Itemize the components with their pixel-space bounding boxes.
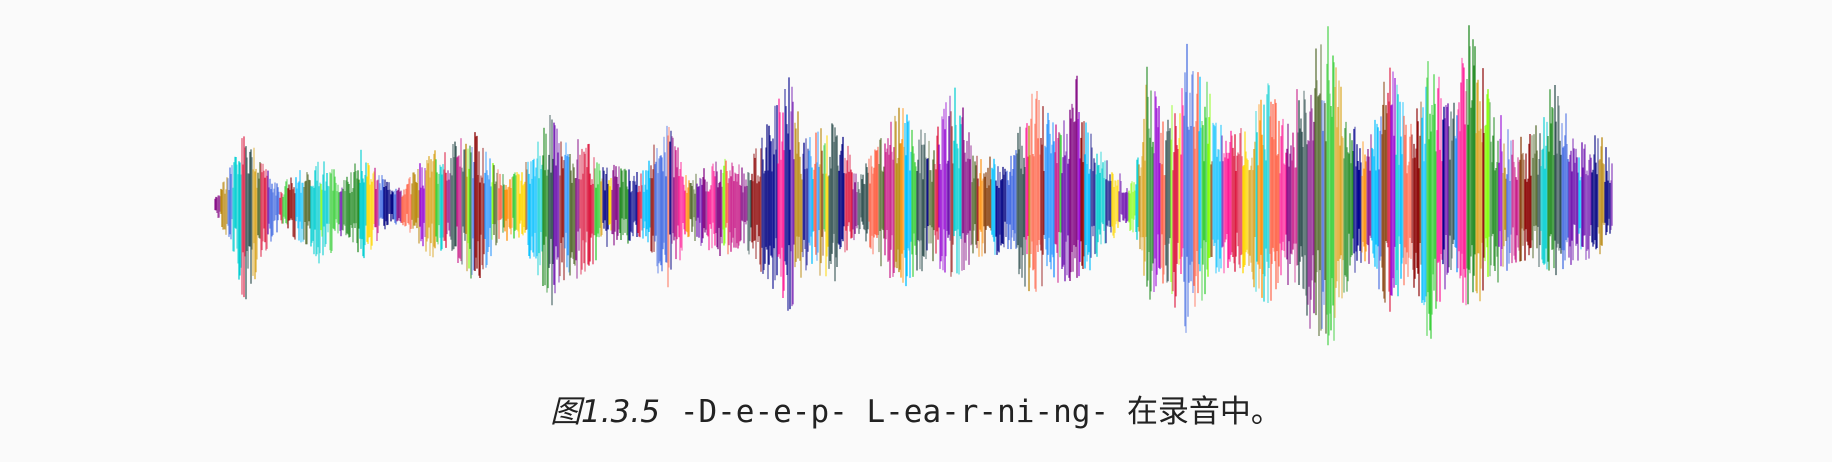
caption-phonemes: -D-e-e-p- L-ea-r-ni-ng-: [679, 394, 1110, 430]
caption-figure-number: 图1.3.5: [550, 394, 660, 430]
caption-text: 在录音中。: [1126, 394, 1282, 430]
audio-waveform: [214, 25, 1613, 346]
figure-caption: 图1.3.5 -D-e-e-p- L-ea-r-ni-ng- 在录音中。: [0, 386, 1832, 431]
